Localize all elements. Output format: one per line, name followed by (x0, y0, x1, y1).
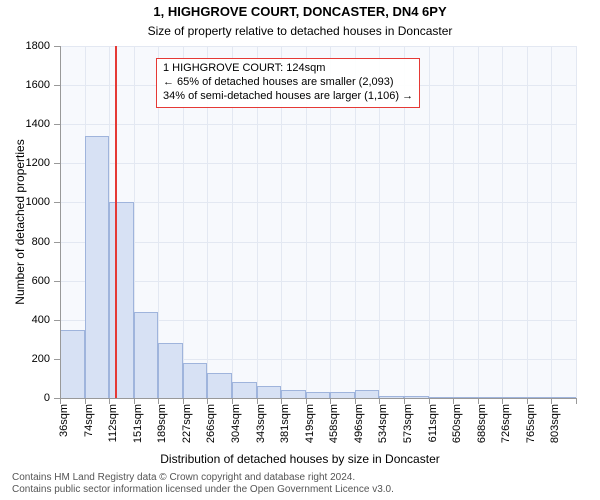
ytick-label: 1600 (26, 79, 50, 91)
gridline-h (60, 242, 576, 243)
xtick-label: 573sqm (402, 404, 414, 443)
xtick-label: 36sqm (58, 404, 70, 437)
gridline-h (60, 124, 576, 125)
ytick-label: 1800 (26, 40, 50, 52)
xtick-label: 151sqm (132, 404, 144, 443)
xtick-label: 266sqm (205, 404, 217, 443)
ytick-label: 600 (32, 275, 50, 287)
xtick-label: 189sqm (156, 404, 168, 443)
ytick-label: 1200 (26, 157, 50, 169)
ytick-label: 800 (32, 236, 50, 248)
histogram-bar (158, 343, 183, 398)
annotation-line: 1 HIGHGROVE COURT: 124sqm (163, 62, 413, 76)
ytick-label: 400 (32, 314, 50, 326)
xtick-label: 458sqm (328, 404, 340, 443)
x-axis-line (60, 398, 576, 399)
histogram-bar (183, 363, 208, 398)
y-axis-label: Number of detached properties (13, 46, 27, 398)
xtick-label: 650sqm (451, 404, 463, 443)
xtick-label: 112sqm (107, 404, 119, 442)
gridline-v (453, 46, 454, 398)
xtick-label: 496sqm (353, 404, 365, 443)
gridline-v (527, 46, 528, 398)
histogram-bar (60, 330, 85, 398)
gridline-v (576, 46, 577, 398)
histogram-bar (134, 312, 159, 398)
xtick-label: 381sqm (279, 404, 291, 443)
gridline-h (60, 281, 576, 282)
xtick-label: 304sqm (230, 404, 242, 443)
histogram-bar (109, 202, 134, 398)
subject-marker-line (115, 46, 117, 398)
histogram-plot: 02004006008001000120014001600180036sqm74… (60, 46, 576, 398)
xtick-label: 419sqm (304, 404, 316, 443)
gridline-h (60, 46, 576, 47)
gridline-h (60, 163, 576, 164)
xtick-label: 534sqm (377, 404, 389, 443)
x-axis-label: Distribution of detached houses by size … (0, 452, 600, 466)
histogram-bar (232, 382, 257, 398)
xtick-mark (576, 398, 577, 404)
footer-line: Contains HM Land Registry data © Crown c… (12, 472, 394, 484)
page-title: 1, HIGHGROVE COURT, DONCASTER, DN4 6PY (0, 4, 600, 19)
footer-attribution: Contains HM Land Registry data © Crown c… (12, 472, 394, 496)
y-axis-line (60, 46, 61, 398)
gridline-v (551, 46, 552, 398)
xtick-label: 227sqm (181, 404, 193, 443)
ytick-label: 0 (44, 392, 50, 404)
histogram-bar (257, 386, 282, 398)
annotation-line: ← 65% of detached houses are smaller (2,… (163, 76, 413, 90)
footer-line: Contains public sector information licen… (12, 484, 394, 496)
ytick-label: 1400 (26, 118, 50, 130)
histogram-bar (85, 136, 110, 398)
histogram-bar (207, 373, 232, 398)
xtick-label: 343sqm (255, 404, 267, 443)
xtick-label: 765sqm (525, 404, 537, 443)
gridline-v (502, 46, 503, 398)
highlight-annotation: 1 HIGHGROVE COURT: 124sqm ← 65% of detac… (156, 58, 420, 108)
xtick-label: 611sqm (427, 404, 439, 442)
annotation-line: 34% of semi-detached houses are larger (… (163, 90, 413, 104)
xtick-label: 688sqm (476, 404, 488, 443)
gridline-h (60, 202, 576, 203)
gridline-v (429, 46, 430, 398)
xtick-label: 803sqm (549, 404, 561, 443)
ytick-label: 1000 (26, 196, 50, 208)
histogram-bar (355, 390, 380, 398)
histogram-bar (281, 390, 306, 398)
gridline-v (478, 46, 479, 398)
xtick-label: 74sqm (83, 404, 95, 437)
ytick-label: 200 (32, 353, 50, 365)
xtick-label: 726sqm (500, 404, 512, 443)
page-subtitle: Size of property relative to detached ho… (0, 24, 600, 38)
